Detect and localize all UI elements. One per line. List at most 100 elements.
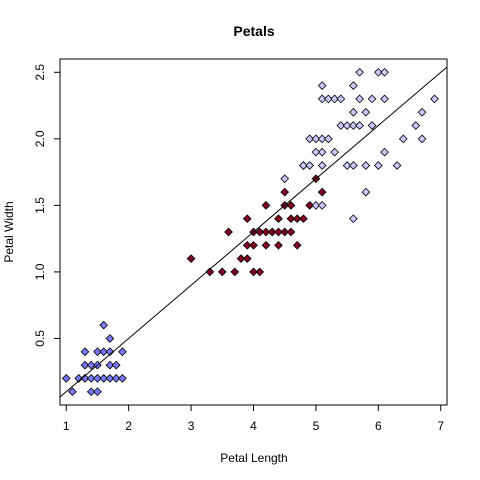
data-point-group-1 [80, 360, 90, 370]
data-point-group-3 [392, 161, 402, 170]
data-point-group-3 [280, 174, 290, 184]
data-point-group-2 [274, 214, 283, 224]
reference-line-layer [59, 66, 448, 398]
y-tick-label: 0.5 [33, 330, 47, 347]
data-point-group-3 [317, 134, 327, 144]
data-point-group-2 [255, 267, 265, 277]
x-axis: 1 2 3 4 5 6 7 [63, 404, 444, 433]
reference-line [59, 66, 448, 398]
data-point-group-2 [242, 214, 252, 224]
data-point-group-3 [417, 107, 427, 117]
data-point-group-3 [330, 147, 340, 157]
data-point-group-1 [74, 374, 84, 383]
data-point-group-3 [355, 121, 364, 130]
data-point-group-2 [186, 254, 196, 263]
x-tick-label: 6 [375, 419, 382, 433]
y-tick-label: 2.5 [33, 64, 47, 81]
data-point-group-3 [380, 94, 389, 104]
data-point-group-3 [380, 147, 389, 157]
x-tick-label: 1 [63, 419, 70, 433]
data-point-group-2 [236, 254, 246, 263]
data-point-group-1 [111, 360, 121, 370]
y-axis: 0.5 1.0 1.5 2.0 2.5 [33, 64, 61, 347]
data-point-group-2 [305, 201, 315, 210]
data-point-group-1 [80, 374, 90, 383]
data-point-group-2 [317, 187, 327, 197]
data-point-group-3 [349, 121, 358, 130]
data-point-group-2 [261, 227, 271, 237]
data-point-group-1 [80, 347, 90, 357]
data-point-group-2 [230, 267, 240, 277]
y-axis-label: Petal Width [2, 201, 16, 262]
data-point-group-3 [317, 161, 327, 170]
data-point-group-1 [86, 387, 96, 397]
data-point-group-3 [299, 161, 308, 170]
data-point-group-3 [380, 67, 389, 77]
data-point-group-2 [205, 267, 215, 277]
data-point-group-3 [342, 121, 352, 130]
data-point-group-2 [255, 227, 265, 237]
data-point-group-1 [68, 387, 77, 397]
data-point-group-1 [105, 347, 115, 357]
data-point-group-1 [86, 360, 96, 370]
data-point-group-3 [355, 67, 364, 77]
data-point-group-3 [336, 94, 346, 104]
y-tick-label: 1.5 [33, 197, 47, 214]
data-point-group-2 [274, 240, 283, 250]
data-point-group-3 [311, 134, 321, 144]
x-tick-label: 7 [437, 419, 444, 433]
data-point-group-1 [93, 374, 102, 383]
y-tick-label: 1.0 [33, 263, 47, 280]
data-point-group-3 [317, 81, 327, 90]
data-point-group-3 [324, 94, 333, 104]
data-point-group-1 [105, 360, 115, 370]
data-point-group-2 [280, 187, 290, 197]
data-point-group-1 [93, 347, 102, 357]
data-point-group-3 [349, 107, 358, 117]
data-point-group-3 [430, 94, 439, 104]
data-point-group-1 [61, 374, 71, 383]
data-point-group-2 [286, 201, 296, 210]
data-point-group-3 [361, 107, 371, 117]
data-point-group-2 [242, 254, 252, 263]
data-point-group-1 [111, 374, 121, 383]
data-point-group-3 [361, 161, 371, 170]
data-point-group-1 [99, 320, 109, 330]
data-point-group-2 [286, 227, 296, 237]
data-point-group-3 [349, 81, 358, 90]
data-point-group-1 [86, 374, 96, 383]
data-point-group-3 [324, 134, 333, 144]
data-point-group-3 [349, 161, 358, 170]
data-point-group-3 [349, 214, 358, 224]
data-point-group-3 [367, 121, 377, 130]
data-point-group-3 [417, 134, 427, 144]
data-point-group-2 [242, 240, 252, 250]
data-point-group-3 [336, 121, 346, 130]
data-point-group-2 [286, 214, 296, 224]
data-point-group-1 [118, 347, 127, 357]
data-point-group-2 [261, 201, 271, 210]
data-point-group-1 [99, 374, 109, 383]
data-point-group-3 [305, 161, 315, 170]
x-axis-label: Petal Length [220, 451, 287, 465]
data-point-group-3 [330, 94, 340, 104]
data-point-group-3 [311, 201, 321, 210]
data-point-group-3 [398, 134, 408, 144]
data-point-group-2 [292, 214, 302, 224]
data-point-group-1 [118, 374, 127, 383]
data-point-group-2 [217, 267, 227, 277]
x-tick-label: 3 [188, 419, 195, 433]
data-point-group-3 [373, 67, 383, 77]
data-point-group-1 [105, 374, 115, 383]
data-point-group-1 [99, 347, 109, 357]
data-point-group-2 [224, 227, 233, 237]
data-point-group-1 [93, 387, 102, 397]
data-point-group-3 [411, 121, 421, 130]
x-tick-label: 2 [125, 419, 132, 433]
data-point-group-3 [311, 147, 321, 157]
data-point-group-1 [105, 334, 115, 343]
points-layer [61, 67, 439, 397]
data-point-group-3 [317, 94, 327, 104]
data-point-group-2 [267, 227, 277, 237]
